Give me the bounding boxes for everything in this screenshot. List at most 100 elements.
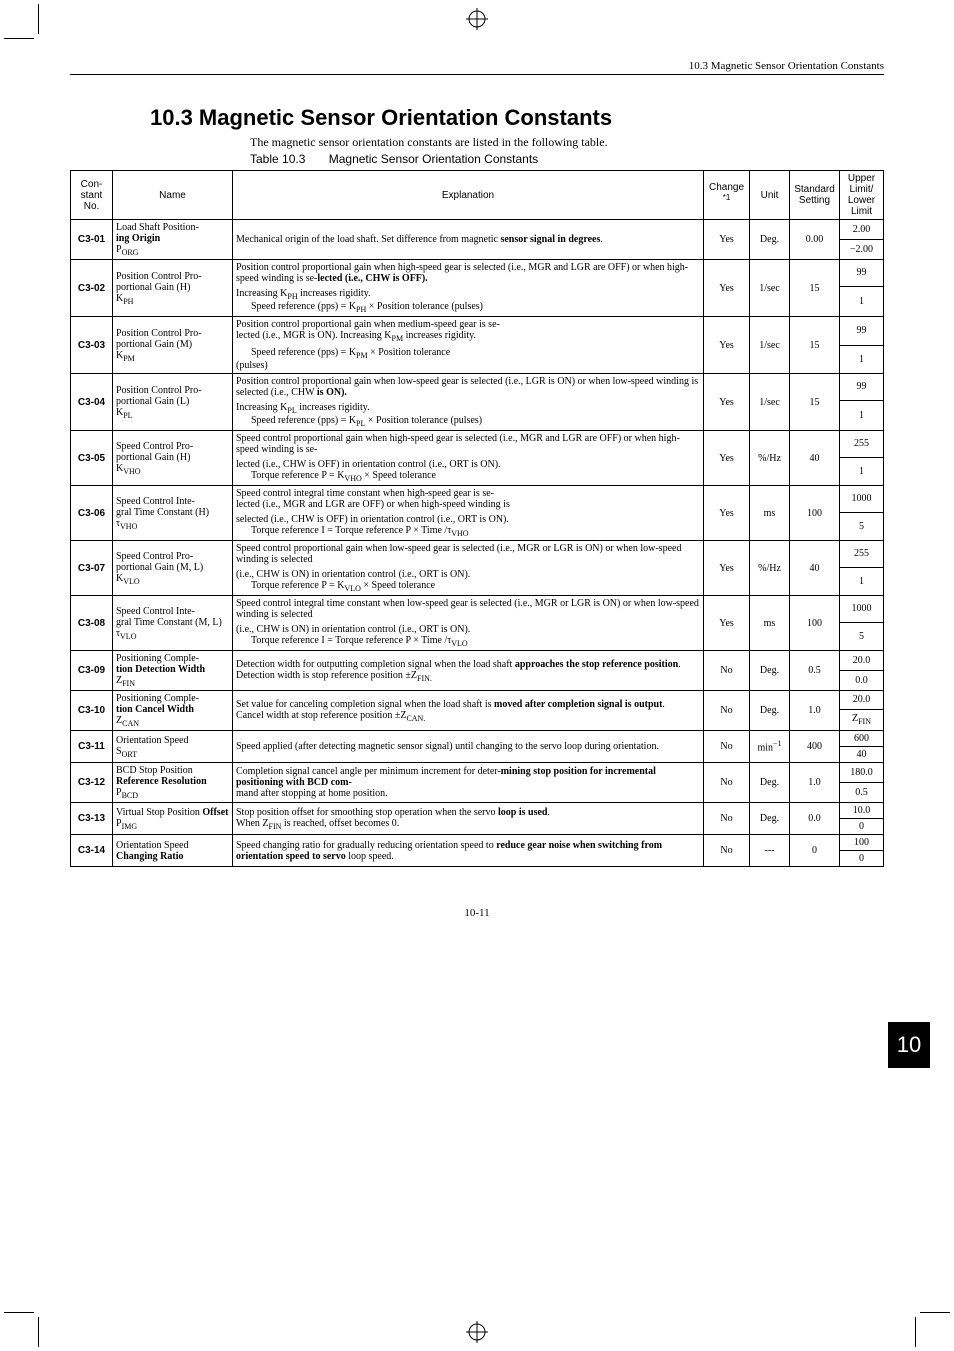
table-row-upper: 255	[840, 431, 884, 458]
table-row-std: 15	[790, 260, 840, 317]
table-row-std: 1.0	[790, 763, 840, 803]
table-row-unit: 1/sec	[750, 317, 790, 374]
table-row-unit: %/Hz	[750, 431, 790, 486]
col-constant-no: Con-stantNo.	[71, 171, 113, 220]
table-row-name: Position Control Pro-portional Gain (M)K…	[113, 317, 233, 374]
caption-label: Table 10.3	[250, 152, 305, 166]
table-row-lower: 1	[840, 345, 884, 374]
table-row-exp: Speed reference (pps) = KPM × Position t…	[233, 345, 704, 374]
register-mark-icon	[466, 8, 488, 30]
table-row-change: Yes	[704, 431, 750, 486]
table-row-name: Speed Control Inte-gral Time Constant (H…	[113, 486, 233, 541]
table-row-unit: 1/sec	[750, 374, 790, 431]
table-row-exp: (i.e., CHW is ON) in orientation control…	[233, 622, 704, 651]
table-row-upper: 2.00	[840, 220, 884, 240]
page-number: 10-11	[70, 907, 884, 919]
table-row-name: Position Control Pro-portional Gain (L)K…	[113, 374, 233, 431]
table-row-exp: lected (i.e., CHW is OFF) in orientation…	[233, 457, 704, 486]
table-row-exp: Increasing KPL increases rigidity. Speed…	[233, 400, 704, 431]
caption-text: Magnetic Sensor Orientation Constants	[329, 152, 538, 166]
table-row-lower: 0	[840, 819, 884, 835]
table-row-lower: 1	[840, 567, 884, 596]
table-row-name: BCD Stop PositionReference ResolutionPBC…	[113, 763, 233, 803]
table-row-unit: ms	[750, 486, 790, 541]
table-row-unit: %/Hz	[750, 541, 790, 596]
constants-table: Con-stantNo. Name Explanation Change*1 U…	[70, 170, 884, 867]
table-row-std: 40	[790, 431, 840, 486]
table-row-name: Positioning Comple-tion Cancel WidthZCAN	[113, 691, 233, 731]
intro-text: The magnetic sensor orientation constant…	[250, 135, 884, 150]
table-row-change: Yes	[704, 486, 750, 541]
table-row-unit: Deg.	[750, 803, 790, 835]
table-row-upper: 255	[840, 541, 884, 568]
table-row-name: Load Shaft Position-ing OriginPORG	[113, 220, 233, 260]
table-row-lower: −2.00	[840, 240, 884, 260]
table-row-no: C3-03	[71, 317, 113, 374]
table-row-upper: 180.0	[840, 763, 884, 783]
table-row-std: 0.5	[790, 651, 840, 691]
table-row-unit: Deg.	[750, 691, 790, 731]
table-row-no: C3-05	[71, 431, 113, 486]
table-row-lower: 1	[840, 286, 884, 317]
col-limits: UpperLimit/LowerLimit	[840, 171, 884, 220]
table-row-exp: Set value for canceling completion signa…	[233, 691, 704, 731]
table-row-exp: Speed control proportional gain when hig…	[233, 431, 704, 458]
col-change: Change*1	[704, 171, 750, 220]
table-row-exp: Speed changing ratio for gradually reduc…	[233, 835, 704, 867]
table-row-no: C3-09	[71, 651, 113, 691]
table-row-exp: Position control proportional gain when …	[233, 374, 704, 401]
chapter-tab: 10	[888, 1022, 930, 1068]
table-row-name: Speed Control Pro-portional Gain (H)KVHO	[113, 431, 233, 486]
col-explanation: Explanation	[233, 171, 704, 220]
table-row-upper: 100	[840, 835, 884, 851]
col-std-setting: StandardSetting	[790, 171, 840, 220]
table-row-change: No	[704, 835, 750, 867]
table-row-no: C3-12	[71, 763, 113, 803]
table-row-change: Yes	[704, 596, 750, 651]
table-row-change: No	[704, 691, 750, 731]
table-row-lower: 40	[840, 747, 884, 763]
table-row-std: 0.0	[790, 803, 840, 835]
table-row-upper: 1000	[840, 486, 884, 513]
table-row-exp: Completion signal cancel angle per minim…	[233, 763, 704, 803]
table-row-exp: Speed applied (after detecting magnetic …	[233, 731, 704, 763]
table-row-lower: 0.0	[840, 671, 884, 691]
table-row-exp: Position control proportional gain when …	[233, 260, 704, 287]
table-row-unit: ---	[750, 835, 790, 867]
table-row-exp: Increasing KPH increases rigidity. Speed…	[233, 286, 704, 317]
table-row-unit: ms	[750, 596, 790, 651]
table-row-change: Yes	[704, 260, 750, 317]
table-row-unit: Deg.	[750, 651, 790, 691]
table-row-upper: 99	[840, 317, 884, 346]
table-caption: Table 10.3 Magnetic Sensor Orientation C…	[250, 152, 884, 166]
table-row-change: Yes	[704, 541, 750, 596]
table-row-upper: 600	[840, 731, 884, 747]
table-row-exp: Speed control proportional gain when low…	[233, 541, 704, 568]
table-row-exp: Position control proportional gain when …	[233, 317, 704, 346]
table-row-no: C3-14	[71, 835, 113, 867]
table-row-exp: Mechanical origin of the load shaft. Set…	[233, 220, 704, 260]
table-row-upper: 99	[840, 374, 884, 401]
table-row-no: C3-07	[71, 541, 113, 596]
table-row-std: 1.0	[790, 691, 840, 731]
table-row-std: 400	[790, 731, 840, 763]
table-row-no: C3-02	[71, 260, 113, 317]
table-row-name: Speed Control Pro-portional Gain (M, L)K…	[113, 541, 233, 596]
table-row-change: No	[704, 731, 750, 763]
table-row-exp: Speed control integral time constant whe…	[233, 486, 704, 513]
table-row-upper: 20.0	[840, 651, 884, 671]
table-row-no: C3-08	[71, 596, 113, 651]
table-row-exp: selected (i.e., CHW is OFF) in orientati…	[233, 512, 704, 541]
table-row-exp: Stop position offset for smoothing stop …	[233, 803, 704, 835]
table-row-name: Orientation Speed Changing Ratio	[113, 835, 233, 867]
table-row-std: 100	[790, 486, 840, 541]
table-row-name: Orientation SpeedSORT	[113, 731, 233, 763]
table-row-unit: 1/sec	[750, 260, 790, 317]
table-row-exp: (i.e., CHW is ON) in orientation control…	[233, 567, 704, 596]
table-row-name: Speed Control Inte-gral Time Constant (M…	[113, 596, 233, 651]
table-row-upper: 10.0	[840, 803, 884, 819]
table-row-change: Yes	[704, 374, 750, 431]
table-row-name: Virtual Stop Position OffsetPIMG	[113, 803, 233, 835]
table-row-std: 0	[790, 835, 840, 867]
table-row-lower: 1	[840, 400, 884, 431]
